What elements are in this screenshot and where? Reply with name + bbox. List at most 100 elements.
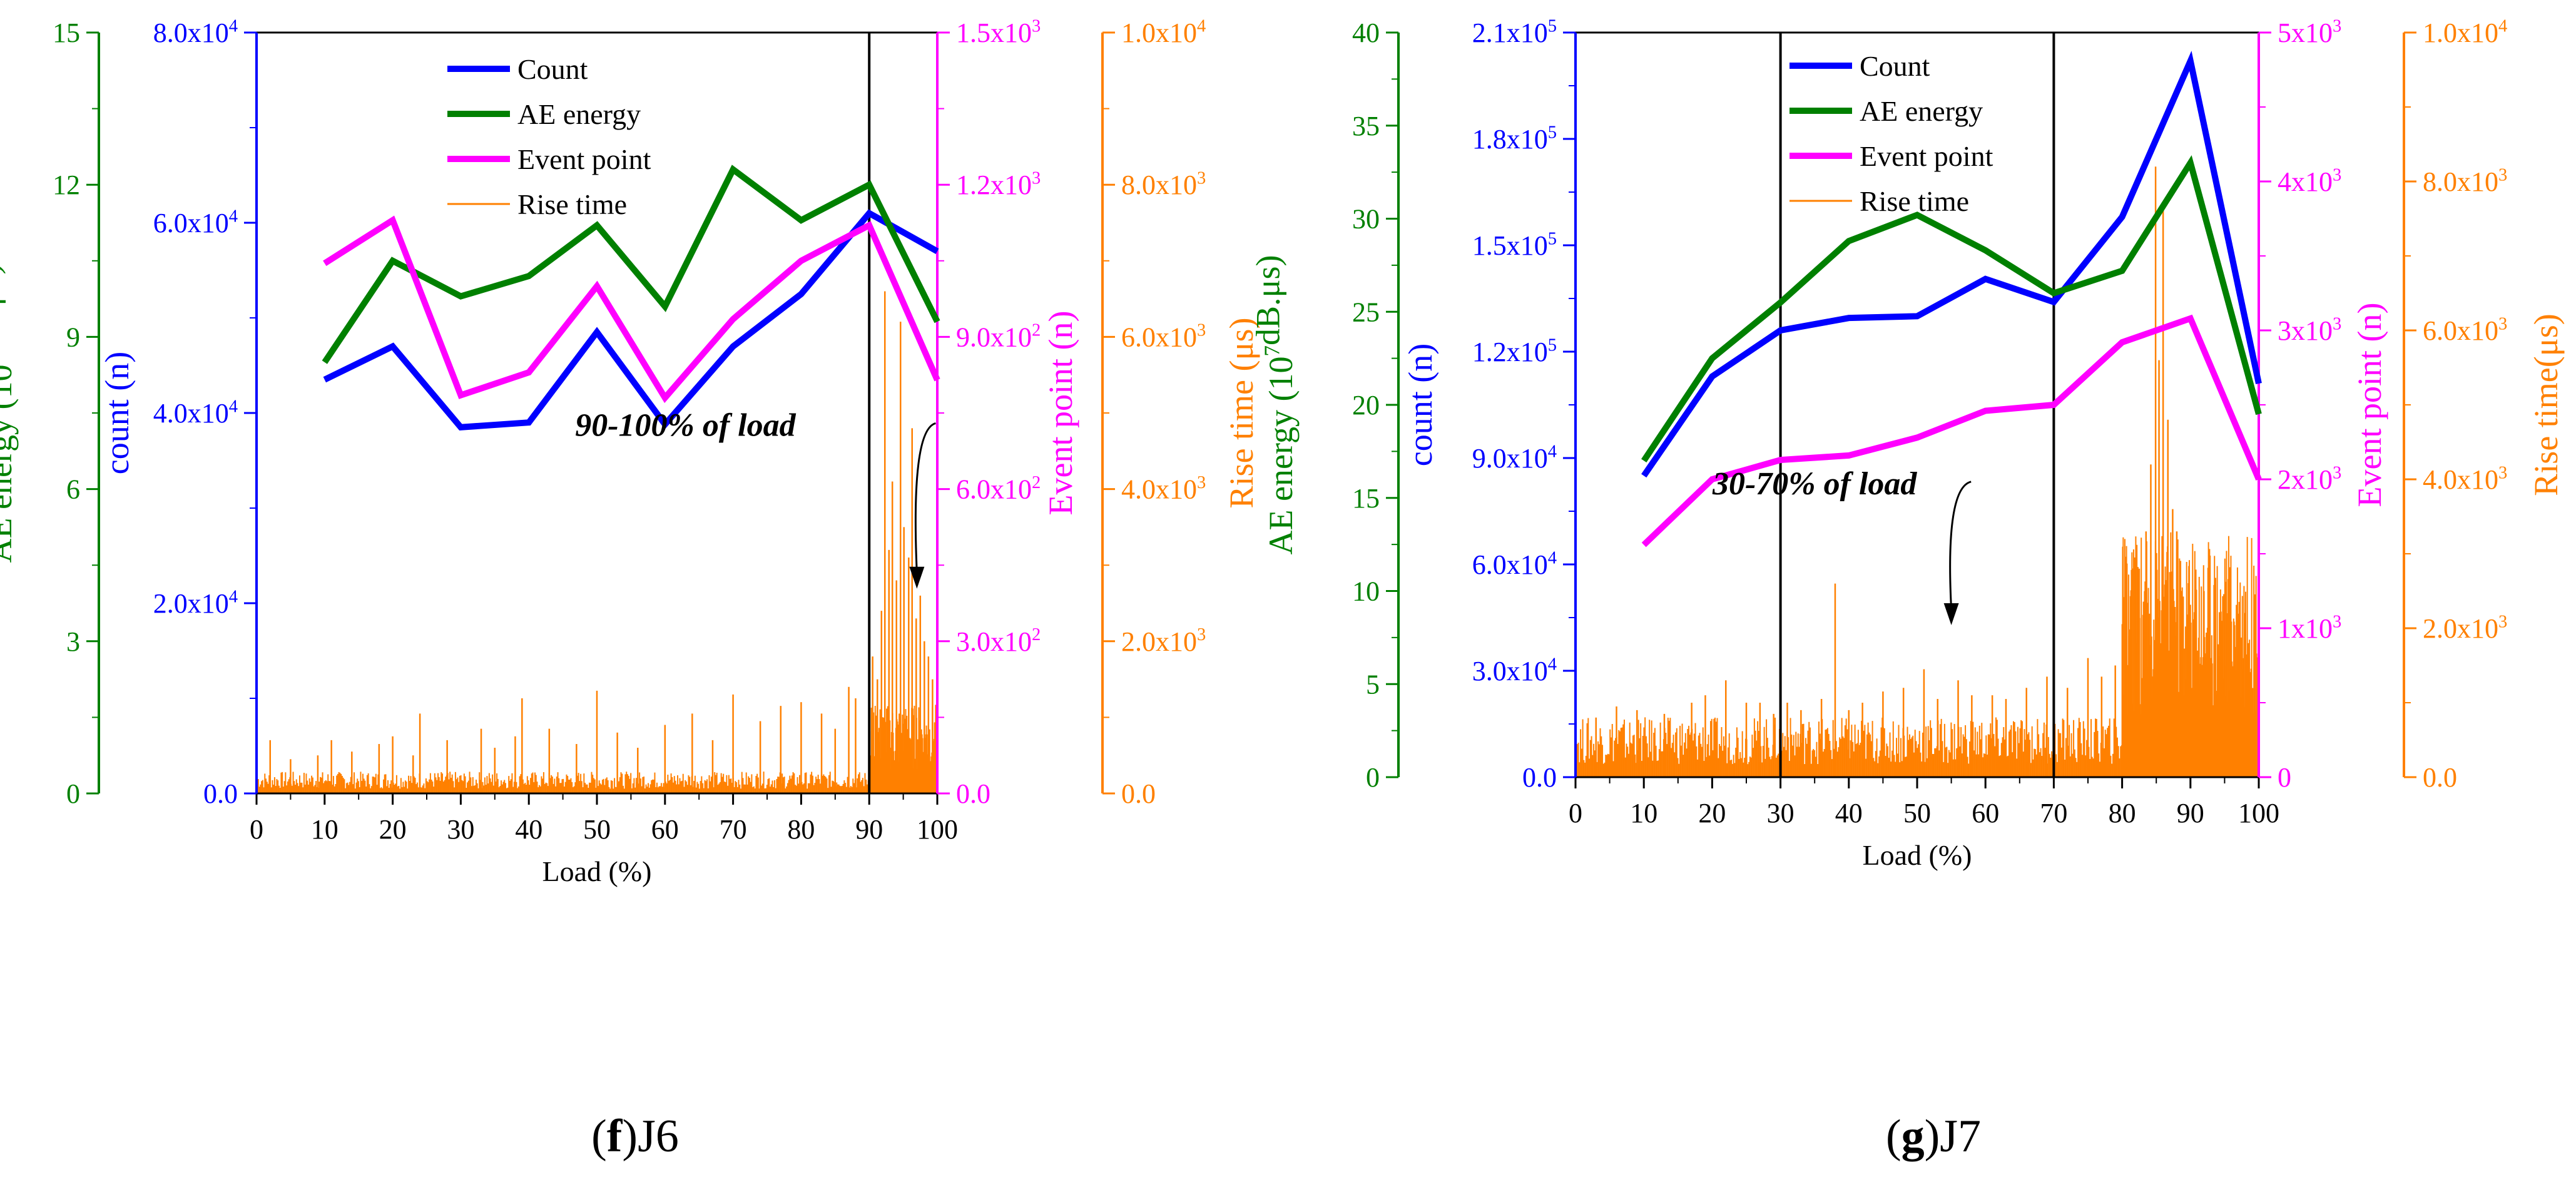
count-tick-label: 2.0x104 bbox=[153, 587, 238, 619]
x-axis-title: Load (%) bbox=[542, 855, 652, 887]
x-tick-label: 40 bbox=[515, 814, 542, 845]
energy-tick-label: 15 bbox=[1352, 483, 1380, 514]
rise-time-bars bbox=[1576, 166, 2259, 777]
x-tick-label: 80 bbox=[2109, 798, 2136, 828]
count-tick-label: 3.0x104 bbox=[1472, 655, 1557, 686]
event-tick-label: 0.0 bbox=[956, 778, 990, 809]
x-tick-label: 20 bbox=[1698, 798, 1726, 828]
rise-axis-title: Rise time (μs) bbox=[1223, 318, 1260, 509]
series-count-line bbox=[323, 209, 939, 431]
energy-axis-title: AE energy (107dB.μs) bbox=[1249, 255, 1300, 555]
rise-tick-label: 2.0x103 bbox=[2423, 612, 2507, 644]
rise-tick-label: 1.0x104 bbox=[1121, 16, 1206, 48]
legend-label: AE energy bbox=[517, 98, 641, 130]
event-axis-title: Event point (n) bbox=[1042, 311, 1079, 516]
legend-label: Rise time bbox=[1860, 185, 1969, 217]
energy-tick-label: 15 bbox=[53, 18, 80, 48]
energy-tick-label: 6 bbox=[66, 474, 80, 505]
annotation-arrowhead bbox=[909, 566, 925, 589]
annotation-label: 30-70% of load bbox=[1712, 466, 1917, 502]
rise-tick-label: 0.0 bbox=[1121, 778, 1156, 809]
x-tick-label: 30 bbox=[447, 814, 474, 845]
legend-label: Count bbox=[1860, 50, 1930, 82]
x-tick-label: 0 bbox=[1569, 798, 1582, 828]
legend-label: Count bbox=[517, 53, 588, 85]
legend: Count AE energy Event point Rise time bbox=[447, 53, 651, 220]
x-tick-label: 70 bbox=[720, 814, 747, 845]
rise-tick-label: 0.0 bbox=[2423, 762, 2457, 793]
count-tick-label: 8.0x104 bbox=[153, 16, 238, 48]
x-tick-label: 40 bbox=[1835, 798, 1863, 828]
annotation-label: 90-100% of load bbox=[575, 407, 796, 443]
x-tick-label: 90 bbox=[855, 814, 883, 845]
count-tick-label: 6.0x104 bbox=[153, 206, 238, 238]
energy-tick-label: 10 bbox=[1352, 576, 1380, 607]
event-tick-label: 1.2x103 bbox=[956, 168, 1041, 200]
energy-tick-label: 9 bbox=[66, 322, 80, 352]
energy-tick-label: 20 bbox=[1352, 390, 1380, 420]
rise-tick-label: 8.0x103 bbox=[2423, 165, 2507, 197]
energy-tick-label: 5 bbox=[1366, 669, 1380, 700]
count-tick-label: 6.0x104 bbox=[1472, 548, 1557, 580]
series-event-point-line bbox=[1641, 314, 2262, 548]
event-tick-label: 0 bbox=[2278, 762, 2291, 793]
count-axis-title: count (n) bbox=[1402, 344, 1439, 466]
count-tick-label: 1.8x105 bbox=[1472, 123, 1557, 155]
event-tick-label: 1x103 bbox=[2278, 612, 2341, 644]
energy-axis-title: AE energy (107dB.μs) bbox=[0, 263, 19, 563]
count-tick-label: 0.0 bbox=[1522, 762, 1557, 793]
legend-label: Event point bbox=[517, 143, 651, 175]
chart-j6: 0 10 20 30 40 50 60 70 80 90 100 Load (%) 0 3 6 9 12 15 AE… bbox=[0, 16, 1260, 887]
rise-tick-label: 2.0x103 bbox=[1121, 625, 1206, 657]
annotation-arrow bbox=[1949, 481, 1972, 610]
rise-tick-label: 6.0x103 bbox=[2423, 314, 2507, 346]
event-axis-title: Event point (n) bbox=[2351, 303, 2388, 507]
x-tick-label: 50 bbox=[583, 814, 611, 845]
rise-tick-label: 4.0x103 bbox=[2423, 463, 2507, 495]
rise-axis-title: Rise time(μs) bbox=[2527, 313, 2565, 496]
series-ae-energy-line bbox=[322, 165, 940, 364]
x-tick-label: 10 bbox=[311, 814, 339, 845]
x-tick-label: 100 bbox=[917, 814, 958, 845]
event-tick-label: 3.0x102 bbox=[956, 625, 1041, 657]
x-tick-label: 100 bbox=[2238, 798, 2279, 828]
count-tick-label: 9.0x104 bbox=[1472, 442, 1557, 474]
energy-tick-label: 40 bbox=[1352, 18, 1380, 48]
caption-j6: (f)J6 bbox=[591, 1111, 679, 1162]
event-tick-label: 2x103 bbox=[2278, 463, 2341, 495]
x-tick-label: 0 bbox=[250, 814, 263, 845]
x-tick-label: 10 bbox=[1630, 798, 1657, 828]
event-tick-label: 4x103 bbox=[2278, 165, 2341, 197]
x-tick-label: 20 bbox=[379, 814, 407, 845]
energy-tick-label: 25 bbox=[1352, 297, 1380, 327]
legend-label: Rise time bbox=[517, 188, 627, 220]
x-tick-label: 50 bbox=[1903, 798, 1931, 828]
series-event-point-line bbox=[323, 215, 940, 404]
x-tick-label: 80 bbox=[787, 814, 815, 845]
rise-tick-label: 4.0x103 bbox=[1121, 473, 1206, 505]
caption-j7: (g)J7 bbox=[1886, 1111, 1981, 1162]
annotation-arrowhead bbox=[1943, 603, 1959, 625]
event-tick-label: 3x103 bbox=[2278, 314, 2341, 346]
event-tick-label: 1.5x103 bbox=[956, 16, 1041, 48]
legend-label: AE energy bbox=[1860, 95, 1983, 127]
count-tick-label: 0.0 bbox=[203, 778, 238, 809]
x-axis-title: Load (%) bbox=[1863, 839, 1972, 871]
chart-j7: 0 10 20 30 40 50 60 70 80 90 100 Load (%) 0 5 10 15 20 25… bbox=[1249, 16, 2565, 871]
event-tick-label: 5x103 bbox=[2278, 16, 2341, 48]
count-tick-label: 4.0x104 bbox=[153, 397, 238, 429]
rise-time-bars bbox=[257, 291, 938, 793]
x-tick-label: 90 bbox=[2177, 798, 2204, 828]
legend-label: Event point bbox=[1860, 140, 1993, 172]
event-tick-label: 6.0x102 bbox=[956, 473, 1041, 505]
legend: Count AE energy Event point Rise time bbox=[1789, 50, 1993, 217]
energy-tick-label: 0 bbox=[1366, 762, 1380, 793]
count-tick-label: 1.2x105 bbox=[1472, 335, 1557, 367]
rise-tick-label: 6.0x103 bbox=[1121, 321, 1206, 353]
energy-tick-label: 12 bbox=[53, 170, 80, 200]
x-tick-label: 60 bbox=[1972, 798, 1999, 828]
event-tick-label: 9.0x102 bbox=[956, 321, 1041, 353]
energy-tick-label: 0 bbox=[66, 778, 80, 809]
count-tick-label: 1.5x105 bbox=[1472, 229, 1557, 261]
